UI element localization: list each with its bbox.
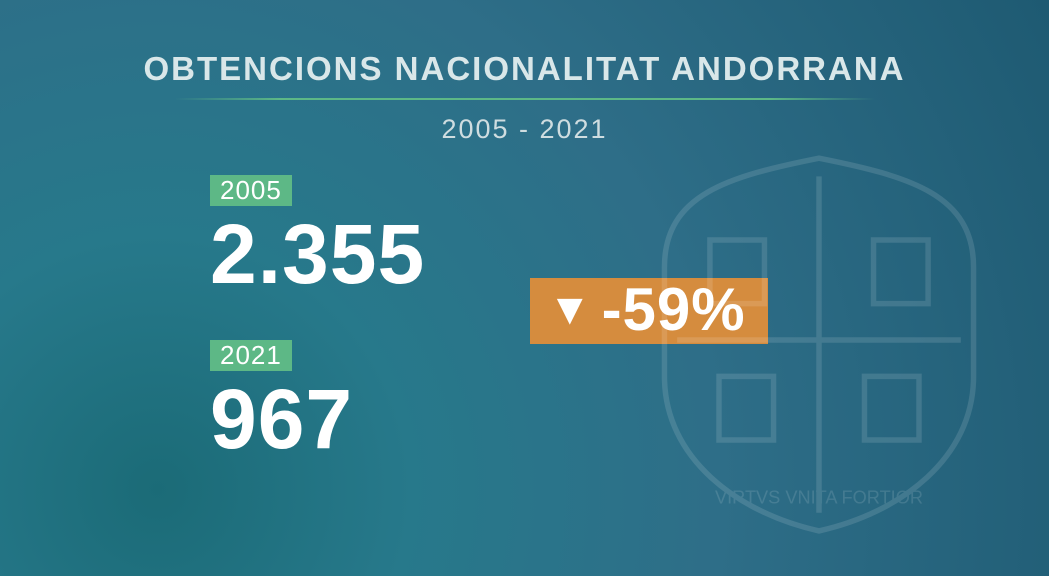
year-tag: 2005 <box>210 175 292 206</box>
header: OBTENCIONS NACIONALITAT ANDORRANA 2005 -… <box>0 50 1049 145</box>
percent-change-badge: ▼ -59% <box>530 278 768 344</box>
page-title: OBTENCIONS NACIONALITAT ANDORRANA <box>0 50 1049 88</box>
value-number: 967 <box>210 377 353 461</box>
chevron-down-icon: ▼ <box>548 288 592 332</box>
title-underline <box>175 98 875 100</box>
page-subtitle: 2005 - 2021 <box>0 114 1049 145</box>
value-number: 2.355 <box>210 212 425 296</box>
percent-change-value: -59% <box>602 280 746 340</box>
year-tag: 2021 <box>210 340 292 371</box>
crest-motto: VIRTVS VNITA FORTIOR <box>715 488 923 508</box>
datapoint-2021: 2021 967 <box>210 340 353 461</box>
datapoint-2005: 2005 2.355 <box>210 175 425 296</box>
